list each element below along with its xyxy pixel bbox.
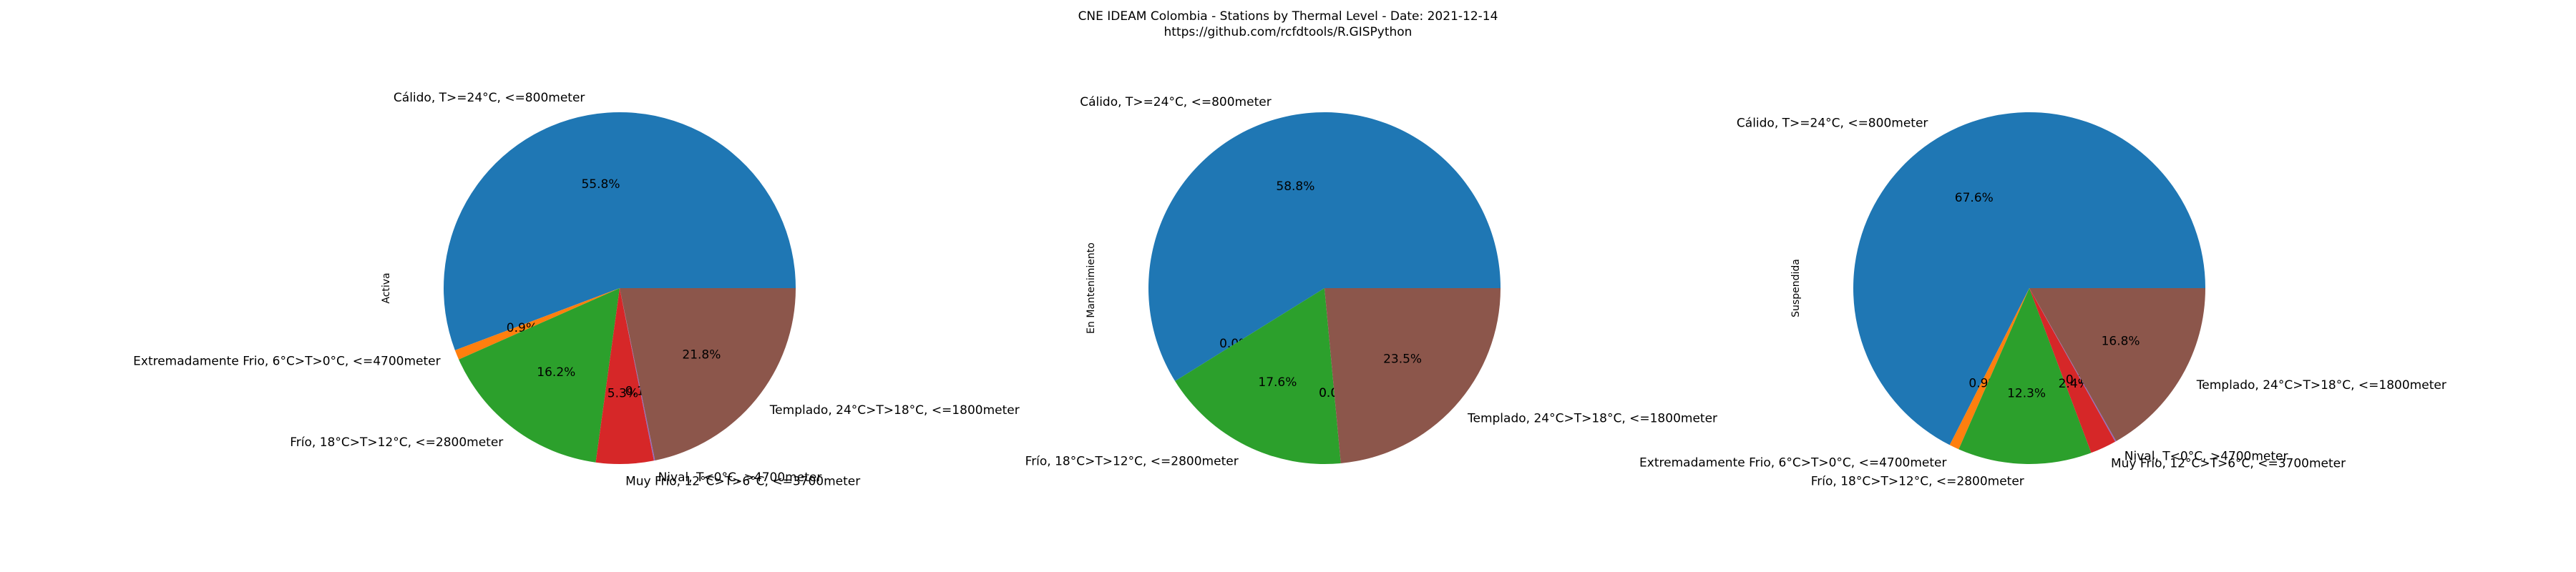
pie-slice-templado	[1324, 288, 1501, 463]
pie-category-label: Frío, 18°C>T>12°C, <=2800meter	[290, 435, 503, 450]
pie-category-label: Nival, T<0°C, >4700meter	[658, 470, 822, 485]
chart-subtitle: https://github.com/rcfdtools/R.GISPython	[1163, 25, 1413, 39]
pie-pct-label: 23.5%	[1383, 352, 1422, 366]
pie-slice-calido	[1148, 112, 1501, 381]
pie-slice-muy-frio	[2029, 288, 2116, 453]
pie-pct-label: 16.2%	[537, 365, 575, 380]
pie-category-label: Cálido, T>=24°C, <=800meter	[1737, 116, 1928, 130]
pie-category-label: Nival, T<0°C, >4700meter	[2124, 450, 2288, 464]
pie-slice-frio	[1175, 288, 1341, 464]
pie-ylabel: Activa	[381, 272, 392, 303]
pie-slice-templado	[620, 288, 796, 460]
pie-chart-2: En Mantenimiento 58.8% Cálido, T>=24°C, <=…	[1025, 95, 1717, 469]
pie-pct-label: 5.3%	[608, 387, 638, 401]
pie-slice-frio	[1958, 288, 2092, 465]
pie-pct-label: 12.3%	[2007, 387, 2046, 401]
pie-category-label: Templado, 24°C>T>18°C, <=1800meter	[2196, 378, 2446, 393]
pie-slice-extremadamente-frio	[454, 288, 620, 360]
pie-category-label: Frío, 18°C>T>12°C, <=2800meter	[1025, 454, 1239, 468]
pie-category-label: Frío, 18°C>T>12°C, <=2800meter	[1811, 475, 2024, 489]
pie-pct-label: 55.8%	[581, 177, 620, 192]
pie-slice-nival	[2029, 288, 2117, 442]
pie-category-label: Cálido, T>=24°C, <=800meter	[394, 91, 585, 105]
pie-slice-calido	[1853, 112, 2205, 445]
pie-category-label: Cálido, T>=24°C, <=800meter	[1080, 95, 1271, 109]
pie-ylabel: Suspendida	[1790, 259, 1802, 317]
pie-pct-label: 21.8%	[682, 347, 721, 362]
pie-pct-label: 17.6%	[1258, 375, 1297, 390]
pie-category-label: Extremadamente Frio, 6°C>T>0°C, <=4700me…	[133, 355, 440, 369]
pie-chart-3: Suspendida 67.6% Cálido, T>=24°C, <=800met…	[1639, 112, 2446, 489]
pie-slice-calido	[444, 112, 796, 350]
pie-slice-muy-frio	[595, 288, 654, 464]
pie-category-label: Templado, 24°C>T>18°C, <=1800meter	[769, 403, 1020, 418]
pie-category-label: Muy Frío, 12°C>T>6°C, <=3700meter	[625, 475, 860, 489]
pie-category-label: Extremadamente Frio, 6°C>T>0°C, <=4700me…	[1639, 456, 1946, 470]
pie-ylabel: En Mantenimiento	[1085, 242, 1097, 334]
pie-slice-nival	[620, 288, 655, 461]
pie-slice-frio	[459, 288, 620, 463]
pie-pct-label: 67.6%	[1955, 191, 1994, 205]
pie-slice-templado	[2029, 288, 2205, 441]
pie-category-label: Templado, 24°C>T>18°C, <=1800meter	[1467, 411, 1717, 425]
pie-slice-extremadamente-frio	[1949, 288, 2029, 450]
pie-pct-label: 58.8%	[1276, 179, 1314, 194]
pie-pct-label: 16.8%	[2102, 334, 2140, 348]
chart-title: CNE IDEAM Colombia - Stations by Thermal…	[1078, 9, 1498, 24]
pie-category-label: Muy Frío, 12°C>T>6°C, <=3700meter	[2111, 456, 2346, 470]
chart-title-block: CNE IDEAM Colombia - Stations by Thermal…	[0, 9, 2576, 40]
